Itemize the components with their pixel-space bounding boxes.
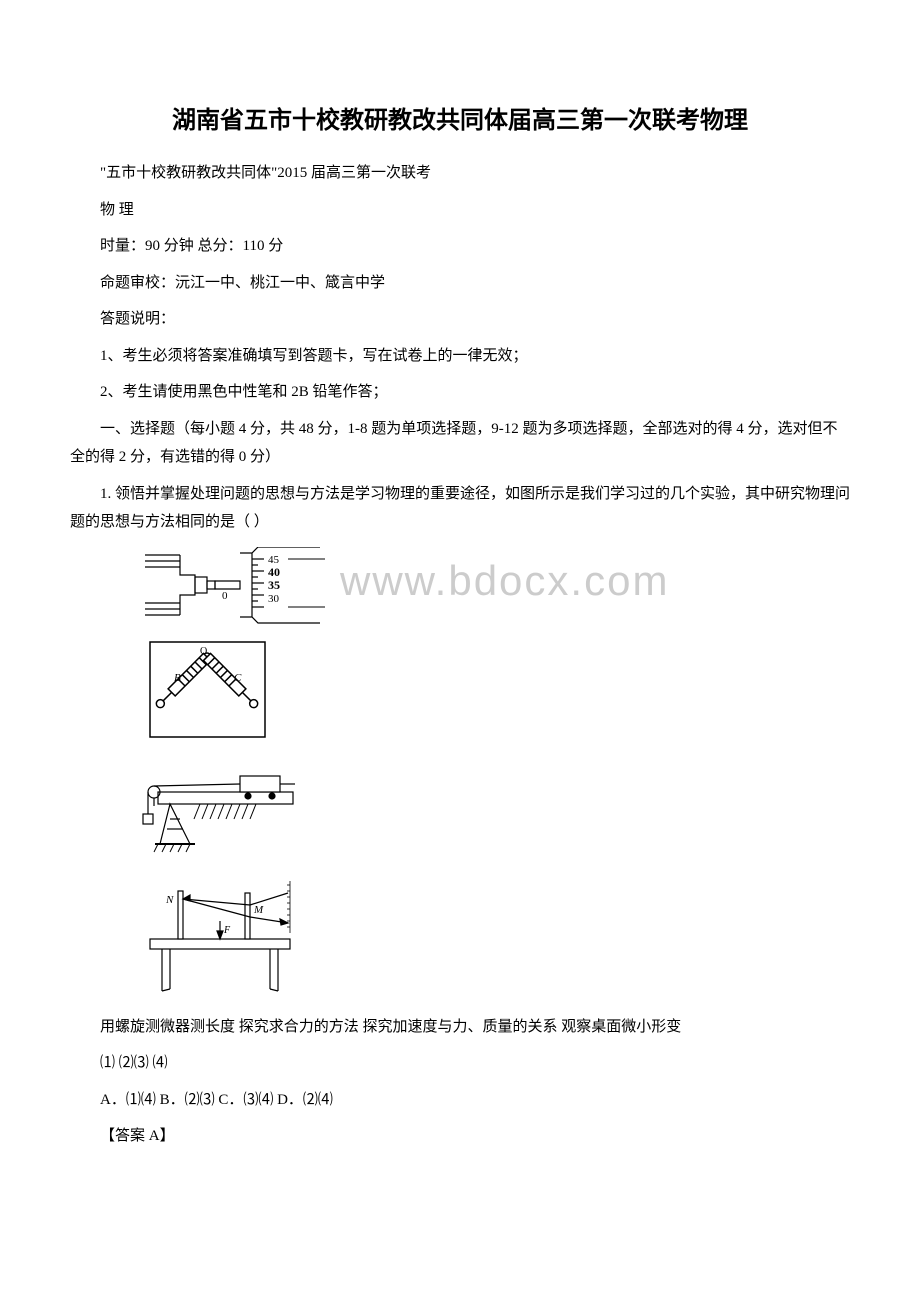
figure-cart: [140, 764, 300, 859]
answer: 【答案 A】: [70, 1122, 850, 1151]
svg-text:30: 30: [268, 593, 280, 605]
svg-text:M: M: [253, 904, 264, 916]
section-1-header: 一、选择题（每小题 4 分，共 48 分，1-8 题为单项选择题，9-12 题为…: [70, 415, 850, 472]
question-1: 1. 领悟并掌握处理问题的思想与方法是学习物理的重要途径，如图所示是我们学习过的…: [70, 480, 850, 537]
subject: 物 理: [70, 196, 850, 225]
watermark: www.bdocx.com: [340, 557, 669, 605]
svg-text:B: B: [174, 672, 181, 684]
authors: 命题审校：沅江一中、桃江一中、箴言中学: [70, 269, 850, 298]
time-score: 时量：90 分钟 总分：110 分: [70, 232, 850, 261]
answer-options: A．⑴⑷ B．⑵⑶ C．⑶⑷ D．⑵⑷: [70, 1086, 850, 1115]
figure-captions: 用螺旋测微器测长度 探究求合力的方法 探究加速度与力、质量的关系 观察桌面微小形…: [70, 1013, 850, 1042]
svg-text:N: N: [165, 894, 174, 906]
figure-numbers: ⑴ ⑵⑶ ⑷: [70, 1049, 850, 1078]
figure-force: O B C: [140, 637, 275, 752]
figure-optical: N M F: [140, 871, 300, 1001]
svg-text:35: 35: [268, 578, 280, 592]
svg-text:C: C: [234, 672, 242, 684]
page-title: 湖南省五市十校教研教改共同体届高三第一次联考物理: [70, 100, 850, 135]
instruction-2: 2、考生请使用黑色中性笔和 2B 铅笔作答；: [70, 378, 850, 407]
svg-text:0: 0: [222, 590, 228, 602]
figure-block: www.bdocx.com 0: [140, 547, 850, 1001]
svg-text:F: F: [223, 925, 231, 936]
instruction-1: 1、考生必须将答案准确填写到答题卡，写在试卷上的一律无效；: [70, 342, 850, 371]
instructions-header: 答题说明：: [70, 305, 850, 334]
svg-text:40: 40: [268, 565, 280, 579]
exam-header: "五市十校教研教改共同体"2015 届高三第一次联考: [70, 159, 850, 188]
figure-micrometer: 0 45 40 35 30: [140, 547, 330, 625]
